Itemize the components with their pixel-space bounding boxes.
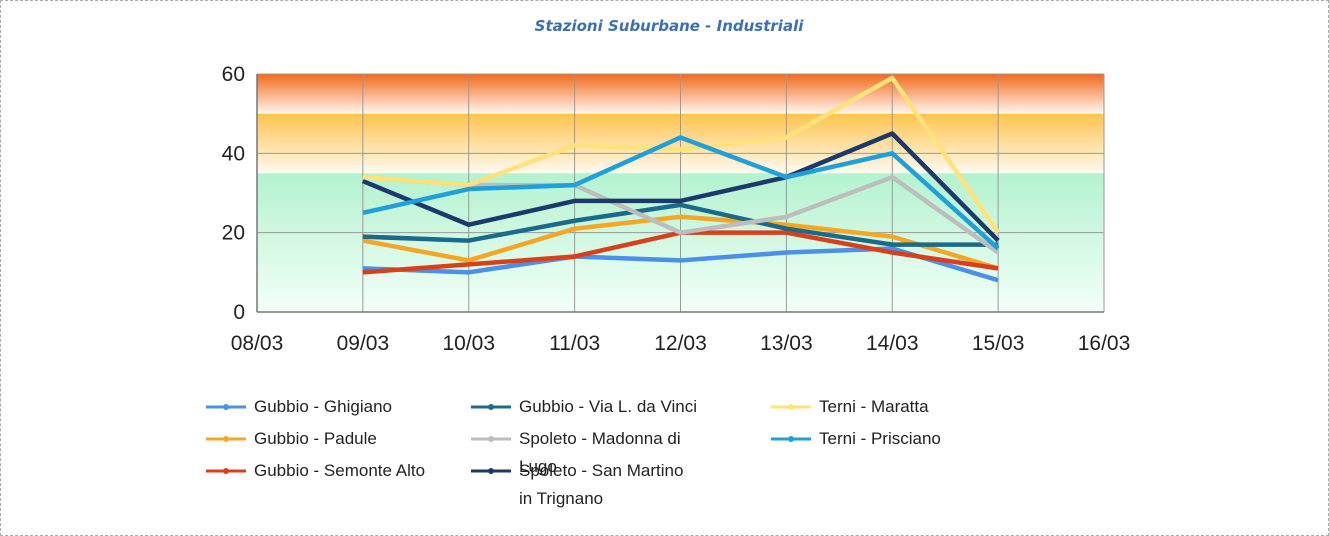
x-tick-label: 09/03 [337,332,390,355]
legend-label: Spoleto - San Martino in Trignano [519,461,684,508]
legend-dot [488,404,494,410]
legend-swatch [206,404,246,410]
series-line [362,131,1000,243]
x-tick-label: 16/03 [1078,332,1131,355]
legend-swatch [471,436,511,442]
legend-label: Gubbio - Semonte Alto [254,461,426,480]
legend-swatch [771,404,811,410]
y-tick-label: 40 [222,142,245,165]
y-tick-label: 60 [222,63,245,86]
legend-dot [223,436,229,442]
legend-label: Gubbio - Via L. da Vinci [519,397,697,416]
legend-item: Terni - Maratta [771,393,1001,421]
legend-label: Gubbio - Ghigiano [254,397,392,416]
x-tick-label: 08/03 [231,332,284,355]
x-tick-label: 12/03 [654,332,707,355]
series-line [362,135,1000,251]
x-tick-label: 14/03 [866,332,919,355]
legend-label: Spoleto - Madonna di Lugo [519,429,681,476]
series-line [362,202,999,247]
chart-title: Stazioni Suburbane - Industriali [535,17,805,35]
legend-item: Spoleto - San Martino in Trignano [471,457,701,513]
legend-item: Gubbio - Semonte Alto [206,457,436,485]
legend-label: Terni - Maratta [819,397,929,416]
legend-label: Terni - Prisciano [819,429,941,448]
series-line [362,214,999,271]
legend-dot [488,436,494,442]
legend-swatch [206,436,246,442]
legend-item: Gubbio - Ghigiano [206,393,436,421]
x-tick-label: 10/03 [442,332,495,355]
y-tick-label: 20 [222,222,245,245]
legend-item: Spoleto - Madonna di Lugo [471,425,701,481]
legend-dot [223,468,229,474]
legend-item: Terni - Prisciano [771,425,1001,453]
legend-label: Gubbio - Padule [254,429,377,448]
x-tick-label: 13/03 [760,332,813,355]
legend-swatch [206,468,246,474]
legend-swatch [471,468,511,474]
legend-dot [788,404,794,410]
legend-swatch [471,404,511,410]
legend-dot [488,468,494,474]
series-line [362,75,1000,234]
x-tick-label: 15/03 [972,332,1025,355]
legend-dot [788,436,794,442]
legend-swatch [771,436,811,442]
legend-item: Gubbio - Via L. da Vinci [471,393,701,421]
x-tick-label: 11/03 [549,332,600,355]
legend-dot [223,404,229,410]
y-tick-label: 0 [233,301,245,324]
series-line [362,246,999,283]
legend-item: Gubbio - Padule [206,425,436,453]
